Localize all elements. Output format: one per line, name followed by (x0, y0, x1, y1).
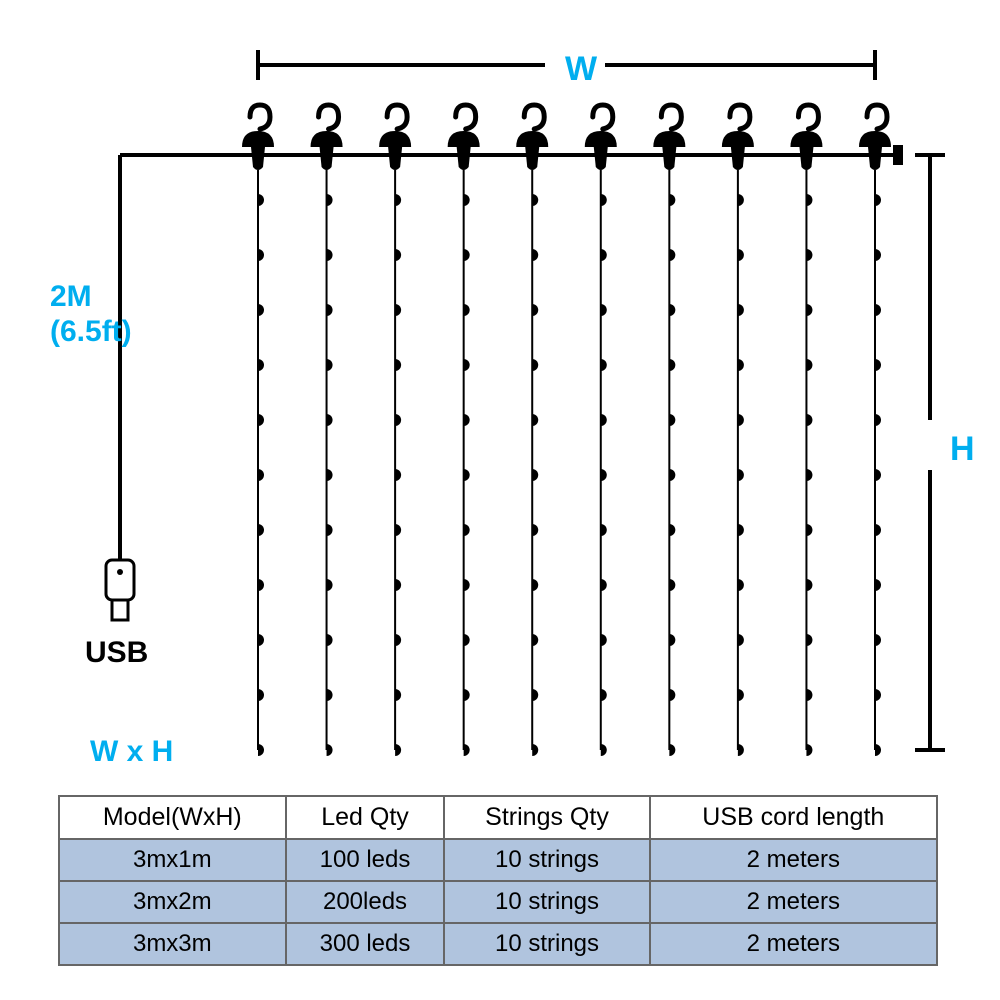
table-cell: 200leds (286, 881, 445, 923)
col-header: Led Qty (286, 796, 445, 839)
table-header-row: Model(WxH) Led Qty Strings Qty USB cord … (59, 796, 937, 839)
table-cell: 3mx2m (59, 881, 286, 923)
table-cell: 10 strings (444, 881, 649, 923)
width-label: W (565, 50, 597, 89)
diagram-container: 2M (6.5ft) W H USB W x H Model(WxH) Led … (0, 0, 1000, 1000)
cord-length-label-bottom: (6.5ft) (50, 315, 132, 349)
table-cell: 2 meters (650, 881, 937, 923)
col-header: USB cord length (650, 796, 937, 839)
cord-length-label-top: 2M (50, 280, 92, 314)
col-header: Strings Qty (444, 796, 649, 839)
table-cell: 2 meters (650, 839, 937, 881)
table-row: 3mx2m200leds10 strings2 meters (59, 881, 937, 923)
table-cell: 10 strings (444, 839, 649, 881)
usb-label: USB (85, 636, 148, 670)
table-cell: 3mx1m (59, 839, 286, 881)
spec-table: Model(WxH) Led Qty Strings Qty USB cord … (58, 795, 938, 966)
formula-label: W x H (90, 735, 173, 769)
curtain-light-diagram (0, 0, 1000, 790)
table-cell: 100 leds (286, 839, 445, 881)
table-cell: 2 meters (650, 923, 937, 965)
table-row: 3mx3m300 leds10 strings2 meters (59, 923, 937, 965)
table-cell: 10 strings (444, 923, 649, 965)
table-row: 3mx1m100 leds10 strings2 meters (59, 839, 937, 881)
height-label: H (950, 430, 975, 469)
table-cell: 3mx3m (59, 923, 286, 965)
col-header: Model(WxH) (59, 796, 286, 839)
table-cell: 300 leds (286, 923, 445, 965)
